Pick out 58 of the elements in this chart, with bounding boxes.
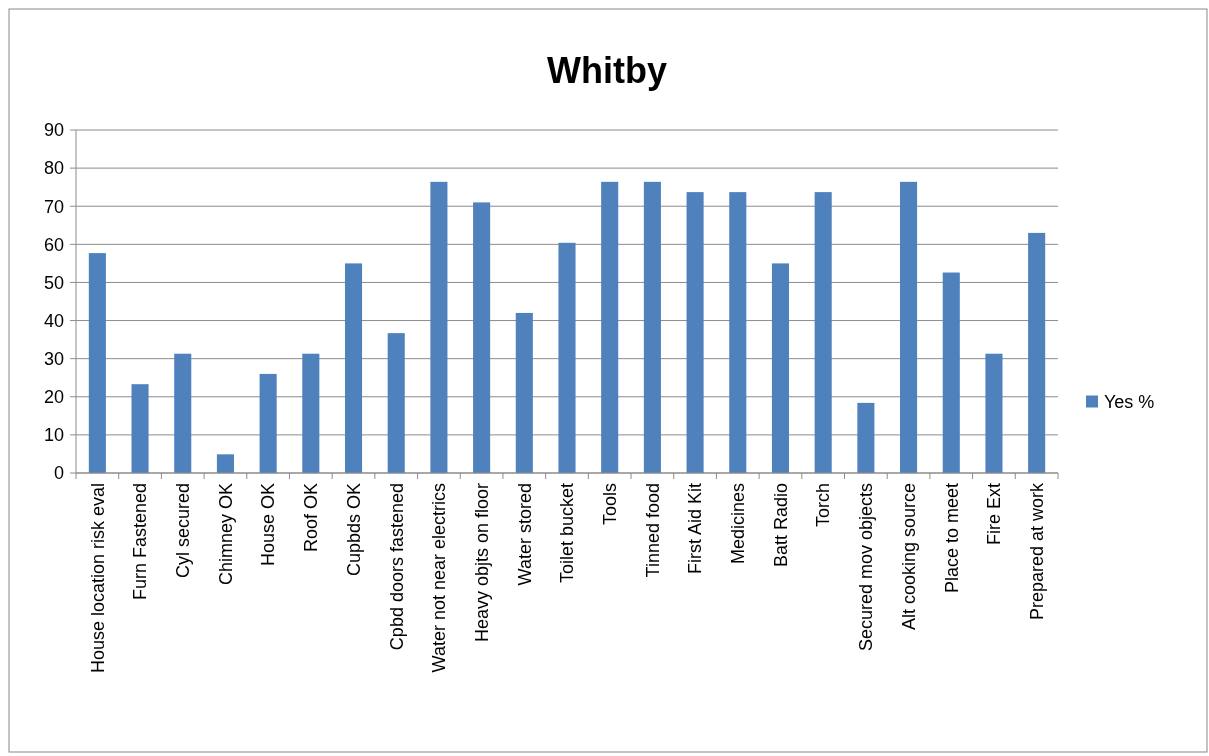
x-tick-label: Cupbds OK	[343, 483, 364, 577]
y-tick-label: 70	[43, 196, 64, 217]
y-tick-label: 60	[43, 234, 64, 255]
bar	[857, 402, 875, 473]
y-tick-label: 90	[43, 120, 64, 141]
x-tick-label: Prepared at work	[1026, 482, 1047, 621]
y-tick-label: 40	[43, 310, 64, 331]
y-tick-label: 50	[43, 272, 64, 293]
y-tick-label: 20	[43, 387, 64, 408]
bar	[558, 242, 576, 473]
x-tick-label: Place to meet	[941, 483, 962, 594]
x-tick-label: House location risk eval	[87, 483, 108, 674]
bar	[814, 192, 832, 473]
x-tick-label: First Aid Kit	[685, 483, 706, 575]
x-tick-label: Water not near electrics	[429, 483, 450, 673]
legend-label: Yes %	[1104, 391, 1155, 412]
bar	[88, 253, 106, 473]
y-tick-label: 30	[43, 348, 64, 369]
bar	[1028, 232, 1046, 473]
bar	[430, 181, 448, 473]
bar	[686, 192, 704, 473]
bar	[729, 192, 747, 473]
bar	[515, 312, 533, 473]
y-tick-label: 80	[43, 158, 64, 179]
x-tick-label: Toilet bucket	[557, 483, 578, 584]
x-tick-label: Furn Fastened	[130, 483, 151, 601]
x-tick-label: Tools	[600, 483, 620, 526]
bar	[601, 181, 619, 473]
x-tick-label: Batt Radio	[770, 483, 791, 568]
bar	[344, 263, 363, 473]
bar	[771, 263, 790, 473]
bar	[174, 353, 192, 473]
x-tick-label: House OK	[258, 483, 279, 567]
x-tick-label: Water stored	[514, 483, 535, 586]
x-tick-label: Secured mov objects	[856, 483, 877, 652]
bar	[302, 353, 320, 473]
x-tick-label: Fire Ext	[984, 483, 1005, 546]
x-tick-label: Alt cooking source	[898, 483, 919, 631]
x-tick-label: Heavy objts on floor	[471, 483, 492, 643]
bar	[473, 202, 491, 473]
y-tick-label: 10	[43, 425, 64, 446]
x-tick-label: Cpbd doors fastened	[386, 483, 407, 651]
bar	[643, 181, 661, 473]
bar	[985, 353, 1003, 473]
chart-title: Whitby	[547, 50, 667, 91]
x-tick-label: Medicines	[728, 483, 749, 565]
x-tick-label: Cyl secured	[173, 483, 194, 579]
x-tick-label: Roof OK	[301, 483, 322, 553]
bar	[259, 373, 277, 473]
bar	[387, 333, 405, 473]
y-tick-label: 0	[53, 463, 64, 484]
bar	[900, 181, 918, 473]
bar	[216, 454, 234, 473]
x-tick-label: Chimney OK	[215, 483, 236, 586]
bar	[131, 384, 149, 473]
x-tick-label: Tinned food	[642, 483, 663, 578]
x-tick-label: Torch	[813, 483, 834, 528]
bar	[942, 272, 960, 473]
